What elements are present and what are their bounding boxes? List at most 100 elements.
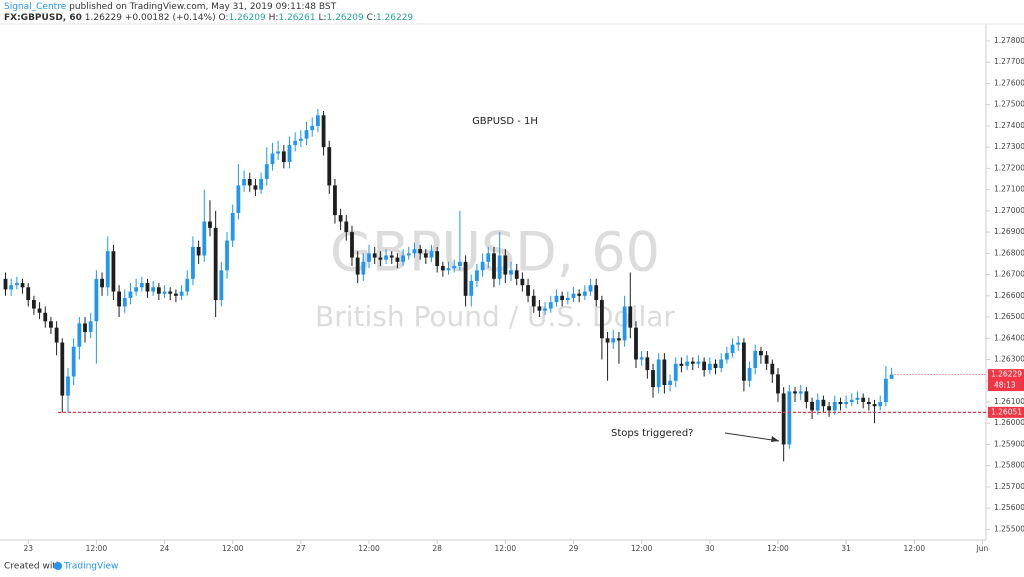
candle-body bbox=[316, 115, 320, 126]
x-tick-label: 24 bbox=[160, 544, 170, 553]
candle-body bbox=[787, 391, 792, 445]
candle-body bbox=[247, 179, 252, 186]
candle-body bbox=[707, 363, 712, 371]
candle-body bbox=[185, 278, 190, 292]
y-tick-label: 1.26600 bbox=[994, 291, 1024, 300]
footer-brand[interactable]: TradingView bbox=[63, 562, 118, 572]
candle-body bbox=[117, 291, 121, 307]
last: 1.26229 bbox=[85, 13, 122, 23]
candle-body bbox=[463, 261, 468, 296]
candle-body bbox=[668, 380, 672, 385]
candle-body bbox=[333, 185, 337, 216]
candle-body bbox=[100, 278, 104, 288]
publisher[interactable]: Signal_Centre bbox=[4, 2, 67, 12]
footer-created: Created with bbox=[4, 562, 62, 572]
candle-body bbox=[696, 361, 701, 364]
candle-body bbox=[401, 255, 405, 262]
y-tick-label: 1.26000 bbox=[994, 418, 1024, 427]
x-tick-label: 31 bbox=[841, 544, 851, 553]
candle-body bbox=[105, 251, 110, 288]
candle-body bbox=[225, 240, 229, 271]
candle-body bbox=[139, 283, 144, 288]
candle-body bbox=[645, 357, 650, 371]
h-label: H: bbox=[269, 13, 279, 23]
candle-body bbox=[543, 308, 547, 311]
candle-body bbox=[191, 246, 195, 279]
candle-body bbox=[77, 323, 82, 347]
candle-body bbox=[492, 253, 496, 279]
candle-body bbox=[94, 278, 99, 322]
candle-body bbox=[9, 285, 14, 290]
candle-body bbox=[174, 293, 178, 296]
candle-body bbox=[554, 295, 559, 303]
candle-body bbox=[622, 306, 627, 341]
candle-body bbox=[628, 306, 633, 328]
candle-body bbox=[804, 391, 809, 402]
candle-body bbox=[20, 283, 25, 288]
candle-body bbox=[793, 391, 797, 394]
candle-body bbox=[213, 227, 218, 301]
x-tick-label: 12:00 bbox=[495, 544, 517, 553]
candle-body bbox=[781, 393, 786, 445]
candle-body bbox=[855, 397, 860, 400]
c-label: C: bbox=[367, 13, 376, 23]
candle-body bbox=[475, 270, 479, 281]
x-tick-label: 30 bbox=[705, 544, 715, 553]
header-line-2: FX:GBPUSD, 60 1.26229 +0.00182 (+0.14%) … bbox=[4, 13, 413, 23]
candle-body bbox=[378, 257, 383, 260]
candle-body bbox=[418, 249, 423, 254]
candle-body bbox=[480, 261, 485, 271]
candle-body bbox=[514, 270, 519, 279]
y-tick-label: 1.26500 bbox=[994, 312, 1024, 321]
candle-body bbox=[179, 291, 184, 296]
y-tick-label: 1.26900 bbox=[994, 227, 1024, 236]
candle-body bbox=[486, 253, 491, 262]
candle-body bbox=[815, 399, 820, 411]
candle-body bbox=[776, 374, 780, 394]
y-tick-label: 1.27700 bbox=[994, 57, 1024, 66]
candle-body bbox=[310, 125, 315, 131]
annotation-arrowhead bbox=[771, 436, 779, 442]
watermark-subtitle: British Pound / U.S. Dollar bbox=[315, 300, 675, 333]
candle-body bbox=[588, 285, 593, 292]
candle-body bbox=[617, 338, 621, 341]
x-tick-label: 29 bbox=[569, 544, 579, 553]
candle-body bbox=[168, 291, 173, 294]
candle-body bbox=[196, 246, 201, 256]
y-tick-label: 1.25600 bbox=[994, 503, 1024, 512]
y-tick-label: 1.27100 bbox=[994, 185, 1024, 194]
candle-body bbox=[440, 266, 445, 271]
y-tick-label: 1.25800 bbox=[994, 461, 1024, 470]
last-price-label: 1.26229 bbox=[991, 370, 1022, 379]
candle-body bbox=[230, 212, 235, 241]
annotation: GBPUSD - 1H bbox=[472, 116, 538, 127]
candle-body bbox=[43, 312, 48, 322]
published: published on TradingView.com, May 31, 20… bbox=[69, 2, 336, 12]
candle-body bbox=[651, 370, 655, 388]
countdown: 48:13 bbox=[994, 381, 1016, 390]
candle-body bbox=[673, 363, 678, 381]
y-tick-label: 1.27200 bbox=[994, 163, 1024, 172]
candle-body bbox=[435, 251, 440, 267]
candle-body bbox=[702, 361, 707, 371]
x-tick-label: 12:00 bbox=[86, 544, 108, 553]
x-tick-label: 12:00 bbox=[767, 544, 789, 553]
candle-body bbox=[49, 321, 53, 328]
y-tick-label: 1.25900 bbox=[994, 439, 1024, 448]
candle-body bbox=[531, 295, 536, 307]
candle-body bbox=[253, 185, 258, 190]
y-tick-label: 1.26100 bbox=[994, 397, 1024, 406]
candle-body bbox=[810, 401, 814, 411]
candle-body bbox=[600, 300, 604, 339]
candle-body bbox=[798, 391, 803, 394]
x-tick-label: 23 bbox=[23, 544, 33, 553]
candle-body bbox=[690, 361, 695, 364]
y-tick-label: 1.27400 bbox=[994, 121, 1024, 130]
candle-body bbox=[259, 179, 263, 190]
candle-body bbox=[582, 291, 587, 296]
candle-body bbox=[759, 351, 763, 356]
h-value: 1.26261 bbox=[278, 13, 315, 23]
header-line-1: Signal_Centre published on TradingView.c… bbox=[4, 2, 337, 12]
candle-body bbox=[526, 285, 530, 296]
candle-body bbox=[713, 363, 718, 368]
